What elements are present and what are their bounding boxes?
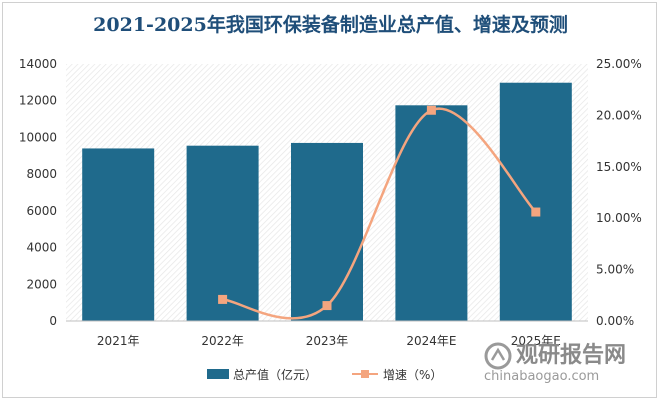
right-tick-label: 5.00% (596, 263, 634, 277)
legend: 总产值（亿元） 增速（%） (207, 367, 442, 382)
left-tick-label: 6000 (26, 204, 57, 218)
bar (395, 105, 468, 321)
growth-line (222, 107, 537, 320)
x-tick-label: 2024年E (406, 334, 456, 348)
left-tick-label: 10000 (19, 130, 57, 144)
right-tick-label: 25.00% (596, 57, 642, 71)
watermark-en: chinabaogao.com (484, 369, 599, 384)
right-tick-label: 15.00% (596, 160, 642, 174)
bar (291, 142, 363, 321)
right-tick-label: 0.00% (596, 314, 634, 328)
legend-line-marker (361, 370, 369, 378)
line-point (322, 301, 332, 311)
bar-series (82, 82, 572, 321)
watermark-cn: 观研报告网 (516, 343, 626, 368)
line-point (531, 207, 541, 217)
left-tick-label: 0 (49, 314, 57, 328)
x-tick-label: 2022年 (201, 334, 244, 348)
left-tick-label: 12000 (19, 94, 57, 108)
watermark: 观研报告网 chinabaogao.com (484, 342, 626, 384)
x-axis: 2021年 2022年 2023年 2024年E 2025年E (97, 334, 561, 348)
legend-bar-label: 总产值（亿元） (233, 367, 317, 382)
x-tick-label: 2023年 (306, 334, 349, 348)
line-series (218, 105, 541, 320)
chart-title: 2021-2025年我国环保装备制造业总产值、增速及预测 (93, 14, 568, 36)
right-axis: 0.00% 5.00% 10.00% 15.00% 20.00% 25.00% (596, 57, 642, 328)
x-tick-label: 2021年 (97, 334, 140, 348)
line-point (426, 105, 436, 115)
bar (82, 148, 155, 321)
left-axis: 0 2000 4000 6000 8000 10000 12000 14000 (19, 57, 57, 328)
right-tick-label: 20.00% (596, 108, 642, 122)
legend-line-label: 增速（%） (383, 368, 442, 382)
left-tick-label: 8000 (26, 167, 57, 181)
left-tick-label: 2000 (26, 277, 57, 291)
legend-bar-swatch (207, 369, 229, 379)
line-point (218, 294, 228, 304)
right-tick-label: 10.00% (596, 211, 642, 225)
bar (186, 145, 259, 321)
watermark-logo-icon (484, 342, 512, 370)
left-tick-label: 14000 (19, 57, 57, 71)
x-tick-label: 2025年E (511, 334, 561, 348)
bar (499, 82, 572, 321)
left-tick-label: 4000 (26, 241, 57, 255)
